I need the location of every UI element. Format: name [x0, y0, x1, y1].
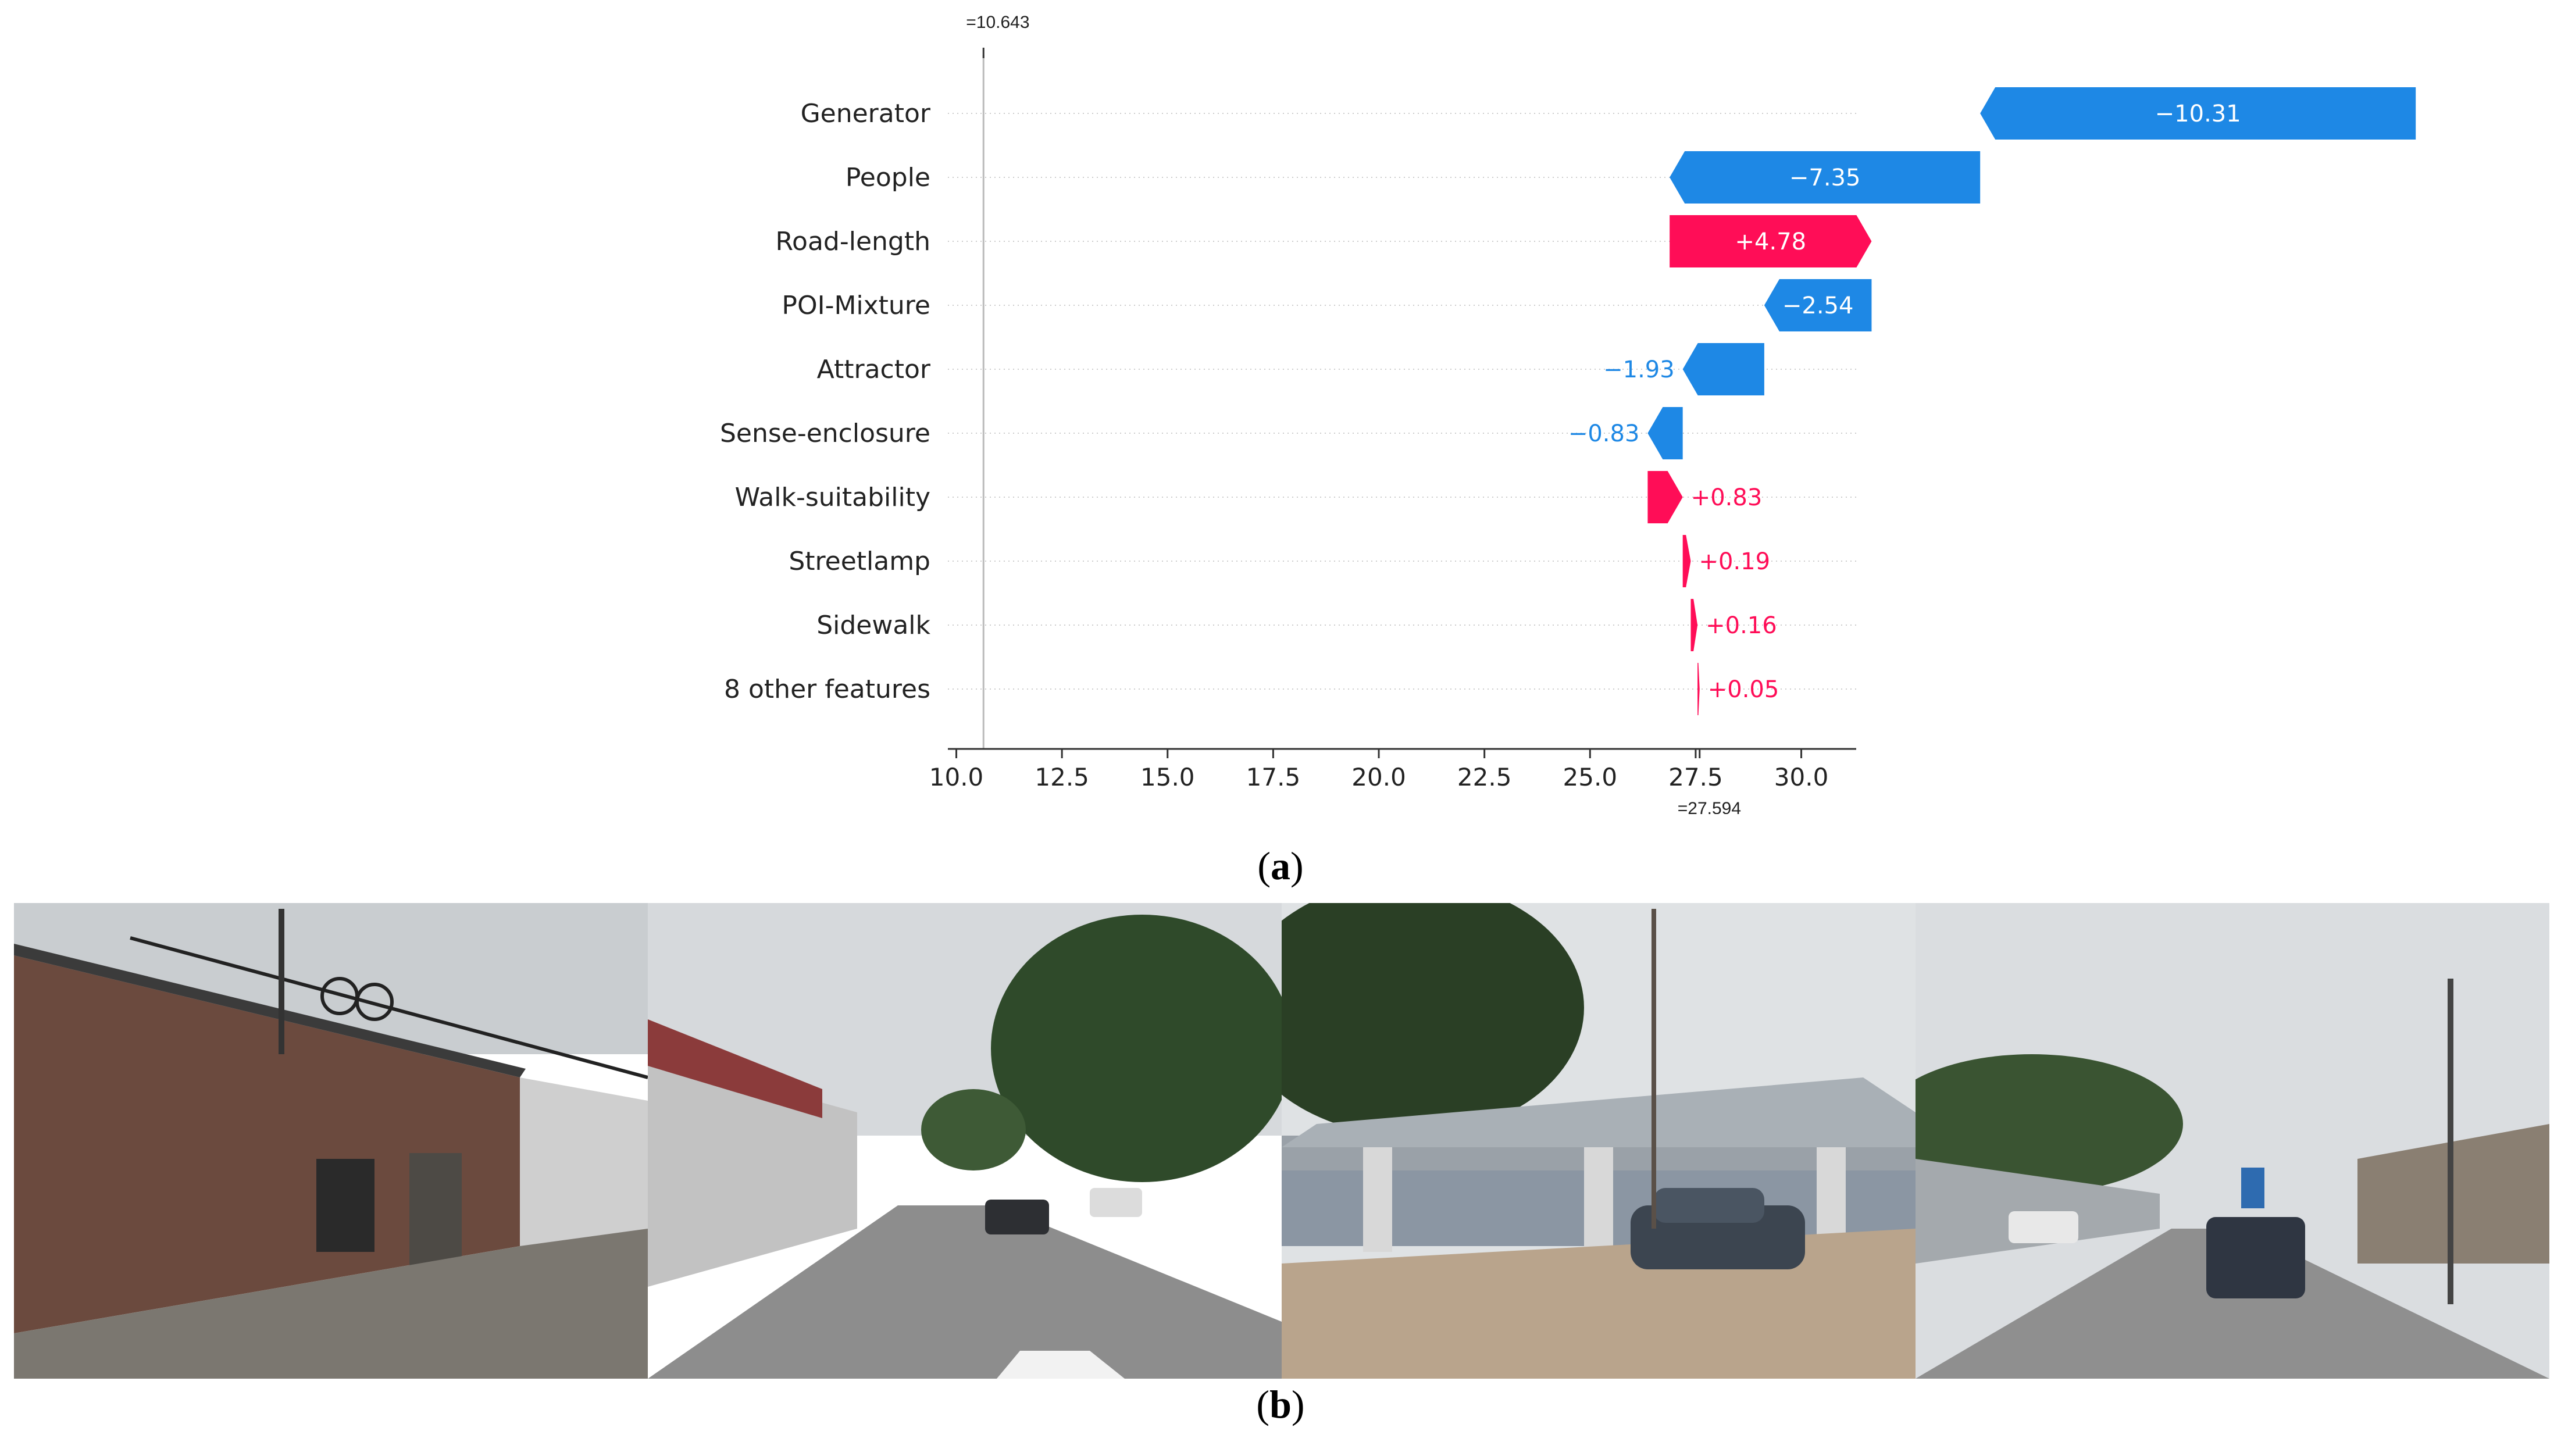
street-view-panel-3 — [1282, 903, 1916, 1379]
feature-label: Generator — [801, 99, 931, 129]
bar-value-label: +0.16 — [1706, 612, 1777, 639]
x-tick-label: 25.0 — [1563, 763, 1618, 791]
feature-label: Walk-suitability — [735, 483, 930, 512]
feature-label: Sense-enclosure — [720, 419, 930, 448]
x-tick-label: 27.5 — [1668, 763, 1723, 791]
bar-value-label: +0.19 — [1699, 548, 1770, 575]
bar-value-label: +0.83 — [1691, 484, 1763, 511]
x-tick-label: 20.0 — [1351, 763, 1406, 791]
grid-layer — [948, 48, 1856, 749]
waterfall-bar — [1670, 151, 1981, 204]
feature-label: Streetlamp — [789, 547, 930, 576]
shap-waterfall-chart: −10.31 −7.35 +4.78 −2.54 −1.93 −0.83 +0.83 +0.1… — [720, 13, 2416, 814]
waterfall-bar — [1764, 279, 1872, 331]
feature-label: POI-Mixture — [782, 291, 930, 320]
x-tick-label: 17.5 — [1246, 763, 1301, 791]
bar-value-label: −2.54 — [1782, 292, 1854, 319]
street-view-photo-strip — [14, 903, 2549, 1379]
bar-value-label: −1.93 — [1603, 356, 1675, 383]
waterfall-bar — [1647, 471, 1683, 523]
bar-value-label: −7.35 — [1789, 165, 1861, 191]
waterfall-bar — [1690, 599, 1698, 651]
bar-layer: −10.31 −7.35 +4.78 −2.54 −1.93 −0.83 +0.83 +0.1… — [1568, 87, 2416, 715]
bar-value-label: +0.05 — [1708, 676, 1779, 703]
waterfall-bar — [1980, 87, 2416, 140]
feature-label: Road-length — [775, 227, 930, 256]
bar-value-label: −10.31 — [2155, 101, 2241, 127]
final-value-label: =27.594 — [1678, 799, 1741, 814]
feature-label: Attractor — [817, 355, 931, 384]
x-tick-label: 15.0 — [1140, 763, 1195, 791]
feature-label: Sidewalk — [816, 611, 930, 640]
axis-layer: =10.643 Generator People Road-length POI-Mix… — [720, 13, 1856, 814]
x-tick-label: 10.0 — [929, 763, 984, 791]
bar-value-label: −0.83 — [1568, 420, 1640, 447]
x-tick-label: 30.0 — [1774, 763, 1829, 791]
waterfall-bar — [1647, 407, 1683, 459]
waterfall-bar — [1682, 535, 1691, 587]
bar-value-label: +4.78 — [1735, 229, 1807, 255]
base-value-label: =10.643 — [966, 13, 1029, 32]
waterfall-bar — [1682, 343, 1764, 395]
figure-label-a: (a) — [1257, 844, 1304, 888]
street-view-panel-1 — [14, 903, 648, 1379]
street-view-panel-2 — [648, 903, 1282, 1379]
feature-label: 8 other features — [724, 675, 930, 704]
waterfall-bar — [1697, 663, 1700, 715]
street-view-panel-4 — [1916, 903, 2549, 1379]
figure-label-b: (b) — [1256, 1382, 1305, 1426]
feature-label: People — [846, 163, 930, 192]
x-tick-label: 22.5 — [1457, 763, 1512, 791]
waterfall-bar — [1670, 215, 1872, 267]
x-tick-label: 12.5 — [1035, 763, 1089, 791]
